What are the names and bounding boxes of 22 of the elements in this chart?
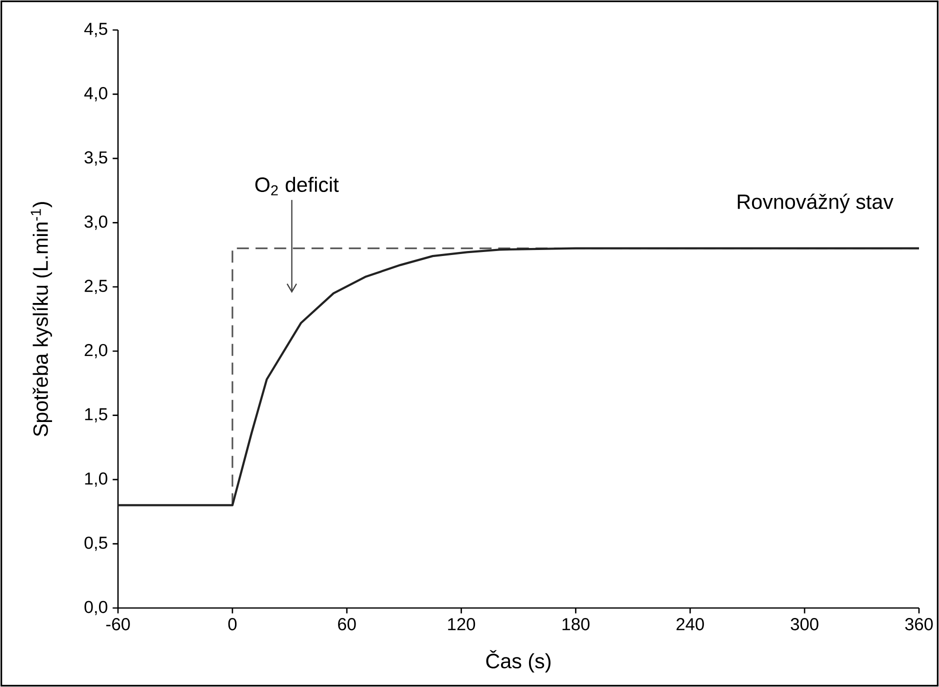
x-tick-label: -60 — [106, 618, 130, 630]
x-tick-label: 0 — [228, 618, 237, 630]
y-tick-label: 0,5 — [84, 536, 108, 551]
x-axis-title: Čas (s) — [486, 650, 550, 672]
y-tick-label: 1,5 — [85, 408, 108, 422]
y-tick-label: 0,0 — [84, 600, 108, 616]
y-tick-label: 4,5 — [84, 22, 108, 38]
y-tick-label: 2,5 — [84, 280, 108, 294]
y-tick-label: 3,5 — [84, 151, 108, 166]
y-axis-title: Spotřeba kyslíku (L.min$^{-1}$) — [30, 202, 52, 436]
x-tick-label: 120 — [448, 618, 476, 630]
x-tick-label: 360 — [905, 618, 933, 630]
x-tick-label: 300 — [790, 618, 818, 630]
y-tick-label: 4,0 — [84, 87, 108, 102]
y-tick-label: 2,0 — [84, 344, 108, 358]
x-tick-label: 240 — [676, 618, 704, 630]
x-tick-label: 60 — [338, 618, 356, 630]
annotation: O$_{2}$ deficit — [255, 176, 339, 196]
annotation: Rovnovážný stav — [738, 194, 894, 214]
x-tick-label: 180 — [562, 618, 590, 630]
y-tick-label: 3,0 — [84, 216, 108, 230]
y-tick-label: 1,0 — [85, 472, 108, 487]
